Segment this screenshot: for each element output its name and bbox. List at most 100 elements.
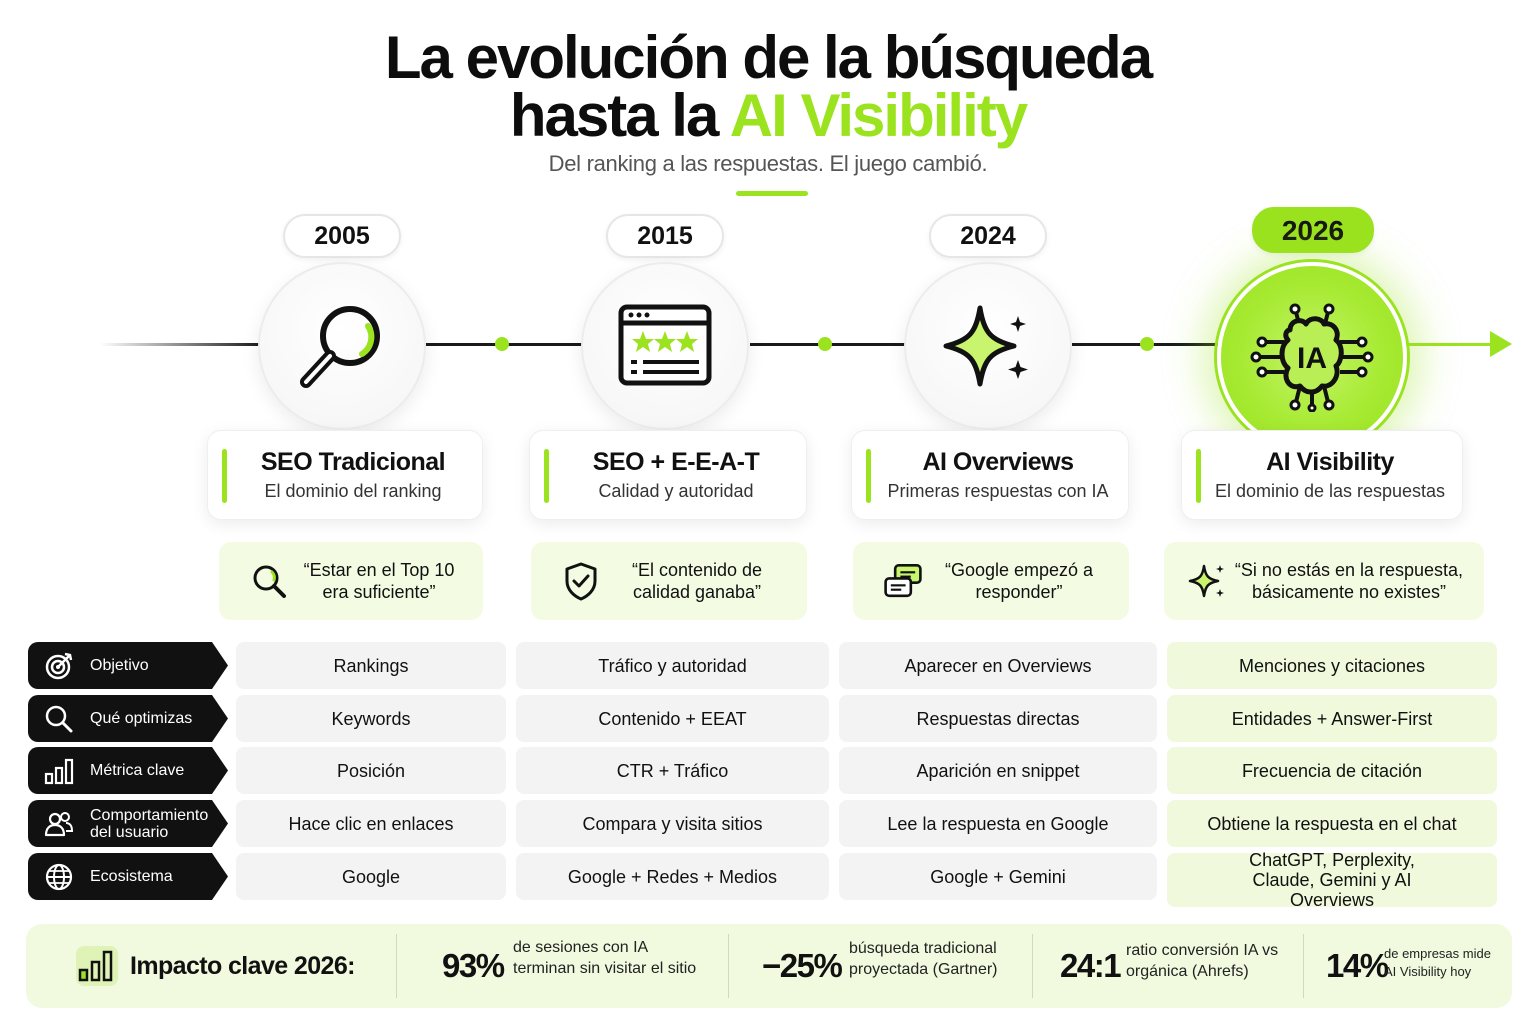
impact-bar: Impacto clave 2026: 93% de sesiones con … bbox=[26, 924, 1512, 1008]
divider bbox=[728, 934, 729, 998]
stat-value: 24:1 bbox=[1060, 947, 1122, 984]
timeline-dot bbox=[1140, 337, 1154, 351]
stage-circle-ai-visibility: IA bbox=[1217, 262, 1407, 452]
timeline-dot bbox=[495, 337, 509, 351]
stage-tagline: El dominio del ranking bbox=[264, 481, 442, 501]
table-cell: Compara y visita sitios bbox=[516, 800, 829, 847]
stage-card-ai-visibility: AI Visibility El dominio de las respuest… bbox=[1181, 430, 1463, 520]
accent-bar bbox=[222, 449, 227, 503]
chat-bubbles-icon bbox=[884, 564, 922, 598]
row-label-text: Ecosistema bbox=[90, 868, 173, 885]
stat-value: −25% bbox=[762, 947, 843, 984]
timeline-line-start bbox=[100, 343, 260, 346]
quote-card-seo-tradicional: “Estar en el Top 10 era suficiente” bbox=[219, 542, 483, 620]
row-label-text: Objetivo bbox=[90, 657, 149, 674]
row-label-ecosistema: Ecosistema bbox=[28, 853, 228, 900]
stage-circle-ai-overviews bbox=[904, 262, 1072, 430]
stat-value: 93% bbox=[442, 947, 505, 984]
stage-quote: “Estar en el Top 10 era suficiente” bbox=[303, 560, 455, 602]
search-icon bbox=[253, 565, 286, 598]
bar-chart-icon bbox=[78, 950, 113, 982]
browser-stars-icon bbox=[618, 304, 712, 386]
year-pill-2005: 2005 bbox=[283, 214, 401, 258]
sparkle-icon bbox=[943, 305, 1028, 387]
accent-bar bbox=[544, 449, 549, 503]
sparkles-icon bbox=[1188, 564, 1224, 598]
quote-card-seo-eeat: “El contenido de calidad ganaba” bbox=[531, 542, 807, 620]
table-cell: Rankings bbox=[236, 642, 506, 689]
row-label-metrica-clave: Métrica clave bbox=[28, 747, 228, 794]
ai-chip-icon: IA bbox=[1250, 303, 1374, 412]
table-cell: Contenido + EEAT bbox=[516, 695, 829, 742]
stage-quote: “El contenido de calidad ganaba” bbox=[631, 560, 763, 602]
shield-check-icon bbox=[565, 562, 597, 601]
stage-quote: “Google empezó a responder” bbox=[944, 560, 1094, 602]
accent-bar bbox=[866, 449, 871, 503]
year-pill-2026: 2026 bbox=[1252, 207, 1374, 253]
page-title-accent: AI Visibility bbox=[729, 82, 1028, 149]
table-cell: Posición bbox=[236, 747, 506, 794]
stage-name: SEO Tradicional bbox=[260, 448, 446, 476]
stat-description: búsqueda tradicional proyectada (Gartner… bbox=[849, 940, 998, 978]
stat-description: de empresas mide AI Visibility hoy bbox=[1384, 946, 1491, 979]
stage-circle-seo-tradicional bbox=[258, 262, 426, 430]
divider bbox=[396, 934, 397, 998]
stage-card-ai-overviews: AI Overviews Primeras respuestas con IA bbox=[851, 430, 1129, 520]
stage-tagline: Calidad y autoridad bbox=[598, 481, 754, 501]
table-cell: CTR + Tráfico bbox=[516, 747, 829, 794]
users-icon bbox=[44, 811, 74, 836]
table-cell: Menciones y citaciones bbox=[1167, 642, 1497, 689]
ai-chip-label: IA bbox=[1297, 342, 1327, 375]
page-title-line-1: La evolución de la búsqueda bbox=[384, 24, 1153, 91]
quote-card-ai-overviews: “Google empezó a responder” bbox=[853, 542, 1129, 620]
page-title-prefix: hasta la bbox=[509, 82, 730, 149]
table-cell: Aparecer en Overviews bbox=[839, 642, 1157, 689]
stat-description: de sesiones con IA terminan sin visitar … bbox=[513, 939, 697, 977]
stage-card-seo-tradicional: SEO Tradicional El dominio del ranking bbox=[207, 430, 483, 520]
table-cell: Entidades + Answer-First bbox=[1167, 695, 1497, 742]
table-cell: Aparición en snippet bbox=[839, 747, 1157, 794]
divider bbox=[1032, 934, 1033, 998]
table-cell: Google + Redes + Medios bbox=[516, 853, 829, 900]
page-subtitle: Del ranking a las respuestas. El juego c… bbox=[548, 151, 988, 176]
page-title-line-2: hasta la AI Visibility bbox=[0, 86, 1536, 146]
row-label-text: Qué optimizas bbox=[90, 710, 193, 727]
table-cell: Frecuencia de citación bbox=[1167, 747, 1497, 794]
row-label-text: Métrica clave bbox=[90, 762, 185, 779]
title-underline bbox=[736, 191, 808, 196]
table-cell: Google + Gemini bbox=[839, 853, 1157, 900]
year-pill-2024: 2024 bbox=[929, 214, 1047, 258]
impact-title: Impacto clave 2026: bbox=[130, 952, 355, 980]
row-label-text: Comportamiento del usuario bbox=[90, 806, 209, 841]
globe-icon bbox=[45, 863, 73, 890]
stage-quote: “Si no estás en la respuesta, básicament… bbox=[1234, 560, 1464, 602]
magnifier-icon bbox=[300, 306, 380, 388]
timeline-arrow-icon bbox=[1490, 331, 1512, 357]
quote-card-ai-visibility: “Si no estás en la respuesta, básicament… bbox=[1164, 542, 1484, 620]
stage-name: AI Visibility bbox=[1266, 448, 1394, 476]
year-pill-2015: 2015 bbox=[606, 214, 724, 258]
stage-name: AI Overviews bbox=[922, 448, 1074, 476]
table-cell: Obtiene la respuesta en el chat bbox=[1167, 800, 1497, 847]
table-cell: Hace clic en enlaces bbox=[236, 800, 506, 847]
timeline-line-end bbox=[1405, 343, 1495, 346]
stat-value: 14% bbox=[1326, 947, 1389, 984]
table-cell: Google bbox=[236, 853, 506, 900]
timeline-dot bbox=[818, 337, 832, 351]
table-cell: Tráfico y autoridad bbox=[516, 642, 829, 689]
table-cell: Respuestas directas bbox=[839, 695, 1157, 742]
bar-chart-icon bbox=[44, 758, 74, 784]
stat-description: ratio conversión IA vs orgánica (Ahrefs) bbox=[1126, 942, 1279, 980]
row-label-comportamiento: Comportamiento del usuario bbox=[28, 800, 228, 847]
table-cell: Lee la respuesta en Google bbox=[839, 800, 1157, 847]
target-icon bbox=[45, 652, 73, 679]
table-cell: ChatGPT, Perplexity, Claude, Gemini y AI… bbox=[1167, 850, 1497, 910]
stage-card-seo-eeat: SEO + E-E-A-T Calidad y autoridad bbox=[529, 430, 807, 520]
row-label-objetivo: Objetivo bbox=[28, 642, 228, 689]
divider bbox=[1303, 934, 1304, 998]
stage-tagline: Primeras respuestas con IA bbox=[887, 481, 1109, 501]
row-label-que-optimizas: Qué optimizas bbox=[28, 695, 228, 742]
stage-circle-seo-eeat bbox=[581, 262, 749, 430]
stage-name: SEO + E-E-A-T bbox=[592, 448, 760, 476]
stage-tagline: El dominio de las respuestas bbox=[1214, 481, 1446, 501]
